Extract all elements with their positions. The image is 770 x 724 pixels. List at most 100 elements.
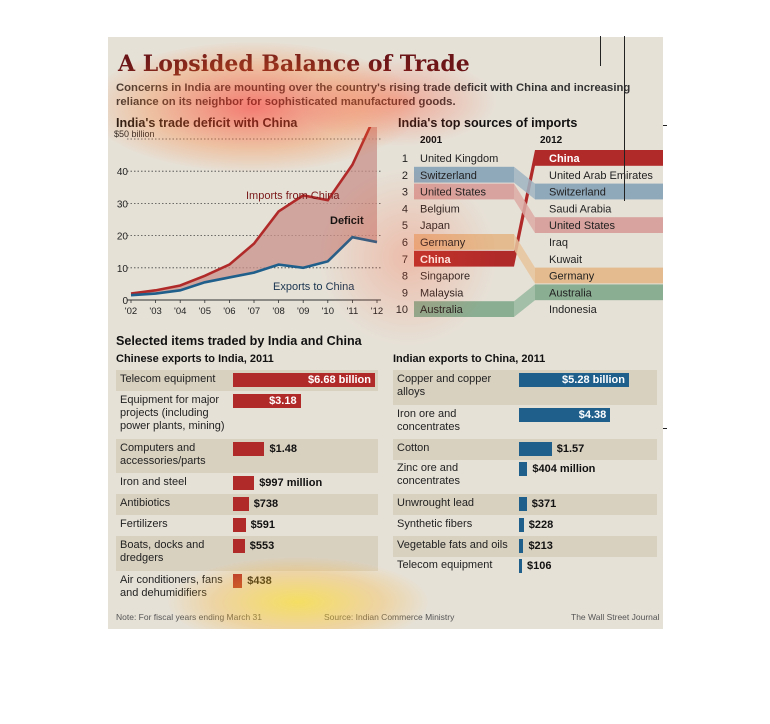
x-tick-label: '04 [174,306,186,317]
rank-number: 4 [402,203,408,215]
bar-category-label: Iron and steel [120,476,187,488]
imports-line [130,127,372,295]
bar-value-label: $404 million [532,463,596,475]
rank-number: 7 [402,254,408,266]
source-2001-country: Germany [420,237,466,249]
sources-ranking-chart: 1 United Kingdom China 2 Switzerland United A… [396,150,663,317]
bar-category-label: Telecom equipment [397,559,493,571]
source-2001-country: Belgium [420,203,460,215]
y-tick-label: 20 [117,232,129,243]
rank-highlight [414,301,514,317]
edge-tick-2 [663,428,667,429]
bar-value-label: $4.38 [578,409,607,421]
bar-value-label: $5.28 billion [562,374,625,386]
source-2001-country: China [420,254,451,266]
rank-highlight [535,217,663,233]
rank-number: 6 [402,237,408,249]
bar [233,539,245,553]
bar-value-label: $997 million [259,477,323,489]
y-tick-label: 40 [117,167,129,178]
edge-line-2 [624,36,625,201]
x-tick-label: '05 [199,306,211,317]
bar [233,373,375,387]
edge-line-1 [600,36,601,66]
bar-category-label: Unwrought lead [397,497,475,509]
chinese-exports-title: Chinese exports to India, 2011 [116,353,274,365]
bar-category-label: Cotton [397,442,430,454]
source-2012-country: United States [549,220,616,232]
sources-col-2012: 2012 [540,135,563,146]
bar-value-label: $213 [528,540,553,552]
x-tick-label: '11 [347,306,359,317]
indian-exports-title: Indian exports to China, 2011 [393,353,546,365]
source-2012-country: Kuwait [549,254,582,266]
bar-row-band [393,536,657,557]
bar-category-label: Copper and copper alloys [397,373,492,398]
rank-highlight [414,183,514,200]
x-tick-label: '03 [149,306,161,317]
traded-items-title: Selected items traded by India and China [116,334,362,348]
bar [519,497,527,511]
bar-value-label: $1.48 [269,443,297,455]
source-2012-country: Indonesia [549,304,598,316]
source-2001-country: Malaysia [420,287,464,299]
page-subtitle: Concerns in India are mounting over the … [116,82,631,108]
rank-number: 2 [402,170,408,182]
edge-tick-1 [663,125,667,126]
bar-category-label: Antibiotics [120,497,171,509]
rank-number: 8 [402,271,408,283]
footer-credit: The Wall Street Journal [571,612,660,622]
infographic-panel: A Lopsided Balance of Trade Concerns in … [108,37,663,629]
rank-highlight [535,267,663,284]
source-2001-country: Singapore [420,271,470,283]
sources-col-2001: 2001 [420,135,443,146]
rank-number: 5 [402,220,408,232]
bar [519,373,629,387]
page-title: A Lopsided Balance of Trade [118,51,470,77]
bar-value-label: $591 [250,519,276,531]
exports-line [130,235,378,297]
rank-highlight [414,234,514,250]
x-tick-label: '10 [322,306,334,317]
source-2012-country: Australia [549,287,593,299]
rank-highlight [535,150,663,166]
y-tick-label: 30 [117,199,129,210]
y-tick-label: $50 billion [114,129,155,139]
bar-category-label: Fertilizers [120,518,168,530]
bar [233,394,301,408]
source-2012-country: China [549,153,580,165]
rank-number: 10 [396,304,408,316]
rank-connector [514,183,535,233]
y-tick-label: 0 [122,296,128,307]
bar-value-label: $1.57 [556,443,585,455]
source-2001-country: Japan [420,220,450,232]
bar [233,476,255,490]
bar [519,539,524,553]
bar [519,559,522,573]
rank-highlight [535,284,663,301]
bar-category-label: Computers and accessories/parts [120,442,206,467]
source-2012-country: Switzerland [549,187,606,199]
source-2012-country: Germany [549,271,595,283]
rank-number: 3 [402,187,408,199]
footer-source: Source: Indian Commerce Ministry [324,612,455,622]
x-tick-label: '07 [248,306,260,317]
rank-highlight [414,166,514,183]
rank-highlight [535,183,663,200]
bar-value-label: $438 [247,575,272,587]
bar-category-label: Synthetic fibers [397,518,473,530]
exports-series-label: Exports to China [273,281,355,293]
deficit-area [131,127,377,296]
sources-title: India's top sources of imports [398,116,578,130]
rank-connector [514,234,535,284]
bar-category-label: Iron ore and concentrates [397,408,460,433]
bar-value-label: $553 [249,540,275,552]
bar-category-label: Equipment for major projects (including … [120,394,225,432]
bar [519,442,552,456]
bar-value-label: $6.68 billion [308,374,371,386]
source-2001-country: United Kingdom [420,153,498,165]
rank-connector [514,166,535,200]
footer-note: Note: For fiscal years ending March 31 [116,612,262,622]
source-2012-country: United Arab Emirates [549,170,653,182]
bar [233,574,243,588]
